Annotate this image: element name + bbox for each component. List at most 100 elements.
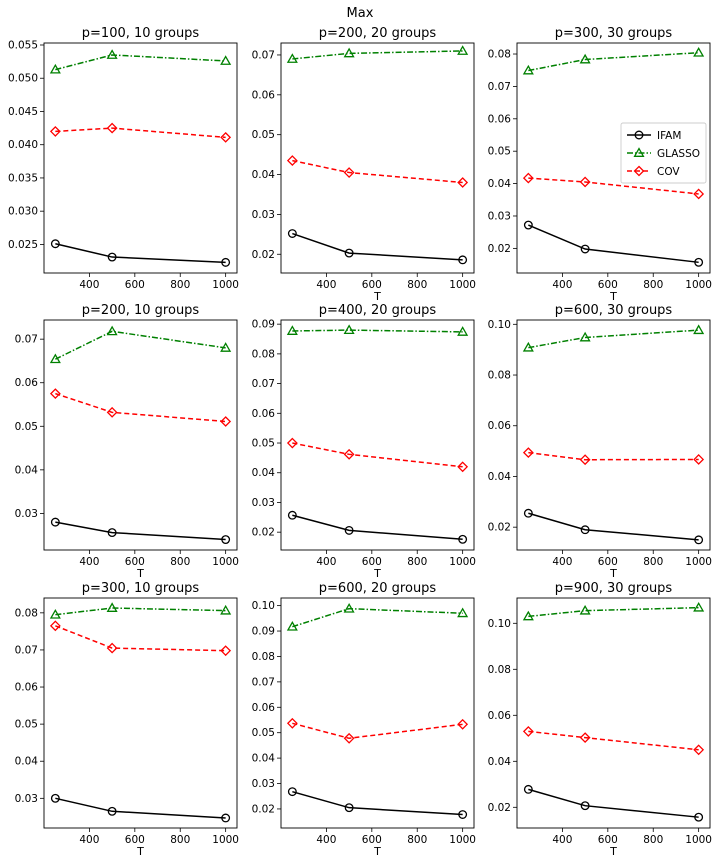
chart-6-xlabel: T xyxy=(609,567,617,580)
chart-3-xlabel: T xyxy=(609,290,617,303)
chart-2-series-glasso-point xyxy=(343,47,355,58)
chart-5-ytick-label: 0.07 xyxy=(252,378,275,390)
chart-3-series-ifam-point xyxy=(523,220,533,230)
chart-9-xtick-label: 400 xyxy=(552,834,572,846)
chart-6-frame xyxy=(516,319,711,551)
chart-8-xlabel: T xyxy=(373,845,381,858)
chart-9-xtick-label: 1000 xyxy=(685,834,712,846)
chart-4-series-cov-point xyxy=(106,406,118,418)
chart-2: p=200, 20 groups 0.02 0.03 0.04 0.05 0.06 0.07… xyxy=(252,26,476,303)
chart-1: p=100, 10 groups 0.025 0.030 0.035 0.040 0.04… xyxy=(8,26,239,291)
chart-2-series-ifam-point xyxy=(287,229,297,238)
chart-9-series-glasso-point xyxy=(693,601,705,612)
chart-5-series-ifam-point xyxy=(458,534,468,544)
chart-7-xlabel: T xyxy=(136,845,144,858)
chart-4-ytick-label: 0.04 xyxy=(15,464,39,476)
chart-1-series-cov-point xyxy=(49,125,61,137)
chart-8-xtick-label: 600 xyxy=(362,834,382,846)
chart-7-series-ifam-point xyxy=(50,793,60,803)
chart-6-ytick-label: 0.04 xyxy=(488,471,512,483)
chart-7-frame xyxy=(43,597,238,829)
chart-2-xtick-label: 800 xyxy=(407,279,427,291)
chart-1-title: p=100, 10 groups xyxy=(82,26,200,41)
chart-5-series-cov-point xyxy=(286,437,298,449)
chart-5-series-ifam-point xyxy=(287,510,297,520)
chart-2-xtick-label: 1000 xyxy=(449,279,476,291)
chart-1-series-cov-point xyxy=(220,131,232,143)
chart-4-ytick-label: 0.06 xyxy=(15,377,39,389)
chart-4: p=200, 10 groups 0.03 0.04 0.05 0.06 0.07 400 6… xyxy=(15,303,239,580)
chart-2-ytick-label: 0.06 xyxy=(252,89,276,101)
chart-4-frame xyxy=(43,319,238,551)
chart-9-xlabel: T xyxy=(609,845,617,858)
chart-7-series-glasso-point xyxy=(49,608,61,619)
chart-3-legend-marker-cov xyxy=(633,165,645,177)
chart-5-xtick-label: 400 xyxy=(316,556,336,568)
chart-7-series-cov-point xyxy=(220,645,232,657)
chart-3-series-ifam-point xyxy=(694,257,704,267)
chart-8-series-glasso-point xyxy=(286,621,298,631)
chart-2-series-ifam-point xyxy=(458,255,468,265)
chart-4-series-cov-line xyxy=(55,392,226,423)
chart-1-ytick-label: 0.050 xyxy=(8,73,38,85)
chart-8-series-ifam-line xyxy=(292,790,463,816)
chart-4-series-glasso-point xyxy=(49,353,61,364)
chart-5-series-glasso-line xyxy=(292,329,463,333)
chart-4-ytick-label: 0.03 xyxy=(15,508,38,520)
chart-1-xtick-label: 400 xyxy=(79,279,99,291)
chart-3-series-glasso-point xyxy=(522,64,534,75)
chart-5-ytick-label: 0.03 xyxy=(252,497,275,509)
chart-5: p=400, 20 groups 0.02 0.03 0.04 0.05 0.06 0.07… xyxy=(252,303,476,580)
chart-2-series-glasso-point xyxy=(286,53,298,63)
chart-4-xlabel: T xyxy=(136,567,144,580)
chart-8-ytick-label: 0.04 xyxy=(252,753,276,765)
chart-5-frame xyxy=(280,319,475,551)
chart-6-ytick-label: 0.02 xyxy=(488,522,511,534)
chart-7-ytick-label: 0.03 xyxy=(15,793,38,805)
chart-1-frame xyxy=(43,42,238,274)
chart-7-ytick-label: 0.07 xyxy=(15,644,38,656)
chart-8-ytick-label: 0.03 xyxy=(252,778,275,790)
chart-8-series-cov-point xyxy=(286,717,298,729)
chart-8-series-cov-point xyxy=(343,732,355,744)
chart-1-series-glasso-line xyxy=(55,54,226,71)
chart-9-ytick-label: 0.08 xyxy=(488,664,511,676)
chart-9-series-cov-point xyxy=(693,744,705,756)
chart-7-series-ifam-point xyxy=(107,806,117,816)
chart-6-ytick-label: 0.06 xyxy=(488,420,512,432)
chart-1-series-glasso-point xyxy=(106,49,118,59)
chart-1-series-cov-line xyxy=(55,127,226,139)
chart-6-series-ifam-point xyxy=(580,525,590,535)
chart-8-ytick-label: 0.09 xyxy=(252,626,275,638)
chart-3-series-glasso-point xyxy=(693,47,705,57)
chart-3-xtick-label: 800 xyxy=(643,279,663,291)
chart-9-xtick-label: 600 xyxy=(598,834,618,846)
chart-6-series-glasso-point xyxy=(693,324,705,335)
chart-3-ytick-label: 0.06 xyxy=(488,113,512,125)
chart-1-ytick-label: 0.040 xyxy=(8,139,38,151)
chart-3-ytick-label: 0.08 xyxy=(488,49,511,61)
chart-8-ytick-label: 0.08 xyxy=(252,651,275,663)
chart-6-xtick-label: 800 xyxy=(643,556,663,568)
chart-9-series-cov-point xyxy=(522,725,534,737)
chart-6-series-glasso-point xyxy=(579,331,591,342)
chart-7-ytick-label: 0.05 xyxy=(15,719,38,731)
chart-8-xtick-label: 1000 xyxy=(449,834,476,846)
chart-1-series-cov-point xyxy=(106,122,118,134)
chart-2-xtick-label: 600 xyxy=(362,279,382,291)
chart-7-series-ifam-point xyxy=(221,813,231,823)
chart-3-series-cov-point xyxy=(693,188,705,200)
chart-5-ytick-label: 0.04 xyxy=(252,467,276,479)
chart-3-series-glasso-point xyxy=(579,53,591,64)
chart-1-xtick-label: 800 xyxy=(170,279,190,291)
chart-9-series-ifam-line xyxy=(528,788,699,818)
chart-6-xtick-label: 1000 xyxy=(685,556,712,568)
chart-8-series-ifam-point xyxy=(458,810,468,819)
chart-1-ytick-label: 0.055 xyxy=(8,39,38,51)
chart-5-xtick-label: 800 xyxy=(407,556,427,568)
chart-1-series-ifam-point xyxy=(107,252,117,262)
chart-8-xtick-label: 800 xyxy=(407,834,427,846)
chart-7-xtick-label: 800 xyxy=(170,834,190,846)
chart-9-series-ifam-point xyxy=(694,812,704,822)
